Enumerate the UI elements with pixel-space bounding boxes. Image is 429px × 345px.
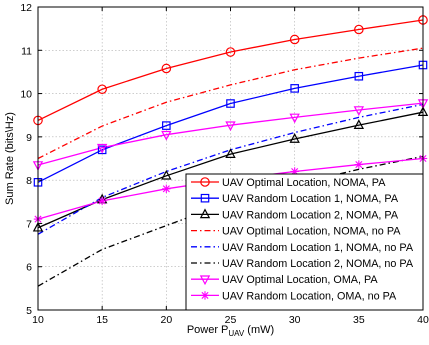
- marker-triangle-up: [225, 148, 236, 158]
- marker-circle: [97, 84, 107, 95]
- legend-item-5: UAV Random Location 1, NOMA, no PA: [191, 242, 414, 254]
- marker-triangle-down: [225, 121, 236, 132]
- y-tick-label: 5: [26, 305, 32, 317]
- legend-label: UAV Optimal Location, OMA, PA: [222, 274, 378, 286]
- legend-item-8: UAV Random Location, OMA, no PA: [191, 290, 397, 302]
- x-tick-label: 35: [353, 314, 365, 326]
- legend-item-6: UAV Random Location 2, NOMA, no PA: [191, 258, 414, 270]
- series-line-6: [37, 155, 424, 287]
- marker-triangle-down: [96, 143, 108, 154]
- legend-label: UAV Optimal Location, NOMA, PA: [222, 177, 386, 189]
- x-tick-label: 15: [96, 314, 108, 326]
- y-tick-label: 10: [20, 89, 32, 101]
- tick-labels: 10 15 20 25 30 35 40 5 6 7 8 9 10 11 12: [20, 2, 429, 326]
- y-tick-label: 7: [26, 218, 32, 230]
- marker-square: [226, 99, 235, 108]
- x-tick-label: 10: [32, 314, 44, 326]
- marker-triangle-up: [199, 208, 211, 219]
- marker-triangle-down: [353, 106, 365, 116]
- legend-label: UAV Random Location 2, NOMA, no PA: [222, 258, 414, 270]
- x-tick-label: 40: [417, 314, 429, 326]
- marker-star-stroke: [98, 197, 106, 205]
- marker-triangle-up: [289, 133, 300, 143]
- marker-star: [162, 184, 171, 193]
- x-tick-label: 25: [225, 314, 237, 326]
- marker-circle: [161, 63, 172, 74]
- marker-square: [354, 71, 364, 81]
- marker-circle: [200, 177, 210, 187]
- marker-star-stroke: [162, 185, 170, 193]
- legend-label: UAV Optimal Location, NOMA, no PA: [222, 226, 401, 238]
- series-line-1: [37, 19, 424, 121]
- x-axis-label-subscript: UAV: [228, 329, 245, 338]
- x-tick-label: 20: [160, 314, 172, 326]
- legend-box: [185, 173, 424, 311]
- y-tick-label: 8: [26, 175, 32, 187]
- legend: UAV Optimal Location, NOMA, PA UAV Random…: [185, 173, 424, 311]
- legend-label: UAV Random Location, OMA, no PA: [222, 290, 397, 302]
- marker-star-stroke: [355, 161, 363, 169]
- legend-item-7: UAV Optimal Location, OMA, PA: [191, 274, 378, 286]
- marker-triangle-down: [161, 130, 172, 141]
- x-tick-label: 30: [289, 314, 301, 326]
- marker-triangle-down: [199, 275, 211, 286]
- marker-square: [200, 193, 210, 203]
- marker-star-stroke: [201, 291, 209, 299]
- legend-item-4: UAV Optimal Location, NOMA, no PA: [191, 226, 401, 238]
- y-tick-label: 6: [26, 262, 32, 274]
- y-axis-label: Sum Rate (bits\Hz): [4, 112, 16, 205]
- legend-item-2: UAV Random Location 1, NOMA, PA: [191, 193, 399, 205]
- marker-circle: [354, 24, 364, 35]
- y-tick-label: 9: [26, 132, 32, 144]
- legend-label: UAV Random Location 1, NOMA, PA: [222, 193, 399, 205]
- marker-triangle-up: [161, 169, 172, 180]
- legend-label: UAV Random Location 1, NOMA, no PA: [222, 242, 414, 254]
- series-line-5: [37, 103, 424, 235]
- marker-triangle-down: [289, 113, 300, 124]
- series-line-7: [37, 102, 424, 166]
- x-axis-label-main: Power P: [187, 324, 229, 336]
- legend-item-1: UAV Optimal Location, NOMA, PA: [191, 177, 386, 189]
- legend-label: UAV Random Location 2, NOMA, PA: [222, 209, 399, 221]
- marker-triangle-up: [353, 119, 365, 129]
- marker-circle: [289, 34, 300, 45]
- x-axis-label: Power PUAV (mW): [187, 324, 274, 338]
- marker-square: [290, 84, 299, 93]
- marker-star: [354, 160, 364, 169]
- x-axis-label-unit: (mW): [244, 324, 274, 336]
- y-tick-label: 11: [21, 45, 32, 57]
- y-tick-label: 12: [20, 2, 32, 14]
- legend-items: UAV Optimal Location, NOMA, PA UAV Random…: [191, 177, 414, 302]
- legend-item-3: UAV Random Location 2, NOMA, PA: [191, 208, 399, 221]
- marker-square: [162, 121, 171, 130]
- marker-star: [200, 291, 210, 300]
- series-line-2: [37, 64, 424, 183]
- series-line-4: [37, 47, 424, 160]
- marker-star: [97, 196, 107, 206]
- marker-circle: [225, 47, 236, 57]
